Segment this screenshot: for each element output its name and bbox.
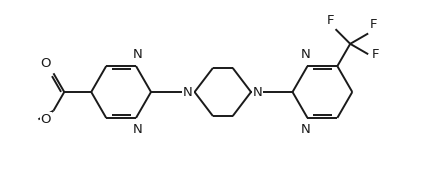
Text: N: N — [133, 48, 142, 61]
Text: N: N — [183, 86, 193, 98]
Text: N: N — [253, 86, 263, 98]
Text: O: O — [40, 57, 51, 70]
Text: F: F — [372, 48, 379, 61]
Text: N: N — [301, 123, 311, 136]
Text: N: N — [133, 123, 142, 136]
Text: F: F — [326, 14, 334, 27]
Text: F: F — [370, 18, 378, 31]
Text: N: N — [301, 48, 311, 61]
Text: O: O — [40, 113, 51, 126]
